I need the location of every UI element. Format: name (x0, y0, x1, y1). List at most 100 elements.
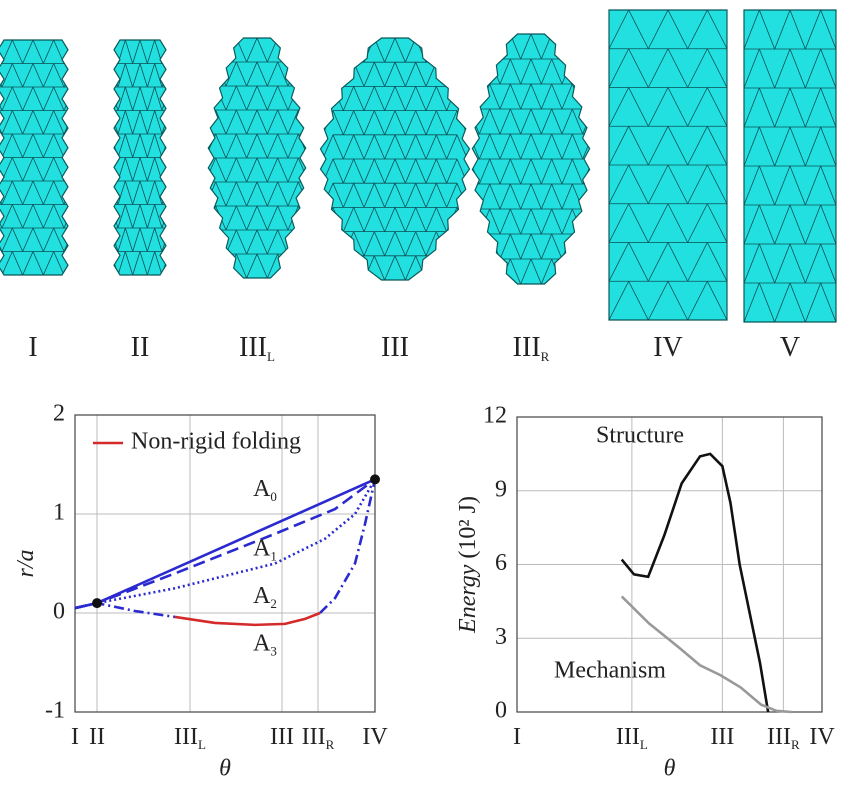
lattice-line (191, 64, 198, 88)
lattice-line (425, 231, 437, 256)
lattice-line (309, 278, 319, 302)
lattice-line (744, 243, 745, 284)
lattice-line (199, 158, 206, 182)
lattice-line (373, 62, 386, 87)
lattice-line (774, 87, 791, 128)
lattice-line (845, 320, 856, 359)
lattice-line (139, 133, 148, 158)
lattice-line (169, 252, 176, 276)
lattice-line (425, 207, 437, 232)
lattice-line (726, 319, 727, 320)
lattice-line (22, 251, 34, 275)
lattice-line (415, 110, 427, 135)
lattice-line (89, 111, 96, 135)
lattice-line (42, 157, 55, 182)
lattice-line (609, 319, 610, 320)
lattice-line (363, 134, 375, 160)
lattice-line (95, 64, 105, 88)
annotation-main: A (253, 476, 271, 502)
lattice-line (582, 208, 590, 235)
x-axis-label: θ (219, 756, 231, 782)
lattice-line (184, 134, 191, 158)
x-tick-label: IIIR (302, 724, 335, 752)
lattice-line (206, 40, 213, 64)
lattice-line (550, 281, 570, 320)
x-tick-label-main: III (174, 724, 198, 750)
lattice-line (744, 48, 745, 89)
lattice-line (132, 204, 141, 229)
lattice-line (466, 38, 470, 63)
lattice-line (199, 40, 206, 64)
lattice-line (146, 204, 156, 229)
lattice-line (185, 278, 195, 302)
lattice-line (185, 182, 195, 206)
lattice-line (353, 86, 365, 111)
lattice-line (319, 206, 329, 230)
lattice-line (804, 10, 822, 50)
lattice-line (225, 181, 237, 207)
lattice-line (32, 63, 44, 88)
lattice-line (297, 277, 306, 278)
lattice-line (199, 181, 206, 205)
lattice-line (647, 203, 669, 243)
lattice-line (789, 48, 806, 89)
lattice-line (706, 10, 727, 49)
lattice-line (373, 255, 386, 280)
lattice-line (489, 133, 501, 160)
lattice-line (551, 108, 563, 135)
lattice-line (154, 63, 163, 88)
lattice-line (103, 181, 110, 205)
lattice-line (456, 38, 468, 63)
lattice-line (174, 206, 184, 230)
lattice-line (199, 64, 206, 88)
lattice-line (277, 133, 289, 159)
lattice-line (851, 283, 856, 322)
lattice-line (628, 164, 649, 204)
lattice-line (11, 40, 24, 64)
lattice-line (774, 10, 791, 50)
lattice-line (266, 229, 279, 255)
lattice-line (384, 231, 396, 256)
lattice-line (195, 110, 205, 134)
lattice-line (0, 86, 3, 111)
lattice-line (174, 230, 184, 254)
lattice-line (309, 182, 319, 206)
x-tick-label-main: III (616, 724, 640, 750)
lattice-line (489, 208, 501, 235)
lattice-line (105, 205, 115, 229)
lattice-line (530, 258, 542, 284)
lattice-line (81, 228, 88, 252)
lattice-line (1, 110, 13, 135)
lattice-line (215, 253, 227, 278)
lattice-line (804, 204, 822, 245)
shape-label: I (28, 332, 37, 363)
lattice-line (124, 251, 134, 275)
lattice-line (363, 62, 375, 87)
lattice-line (169, 40, 176, 64)
lattice-line (647, 164, 669, 204)
lattice-line (744, 321, 760, 322)
lattice-line (744, 204, 745, 245)
lattice-line (22, 110, 34, 135)
lattice-line (246, 61, 258, 87)
lattice-line (195, 230, 205, 254)
plot-frame (74, 414, 376, 713)
lattice-line (342, 86, 355, 111)
lattice-line (309, 62, 319, 86)
lattice-line (499, 133, 511, 160)
lattice-line (478, 34, 491, 60)
lattice-line (561, 83, 573, 110)
lattice-line (184, 40, 191, 64)
lattice-line (96, 205, 103, 229)
lattice-line (845, 204, 856, 243)
lattice-line (297, 229, 306, 255)
lattice-line (435, 38, 448, 63)
lattice-line (22, 204, 34, 229)
y-tick-label: -1 (45, 698, 65, 724)
lattice-line (146, 110, 156, 135)
lattice-line (804, 282, 822, 322)
lattice-line (11, 251, 24, 275)
shape-label: III (381, 332, 409, 363)
lattice-line (446, 38, 458, 63)
lattice-line (195, 38, 205, 62)
